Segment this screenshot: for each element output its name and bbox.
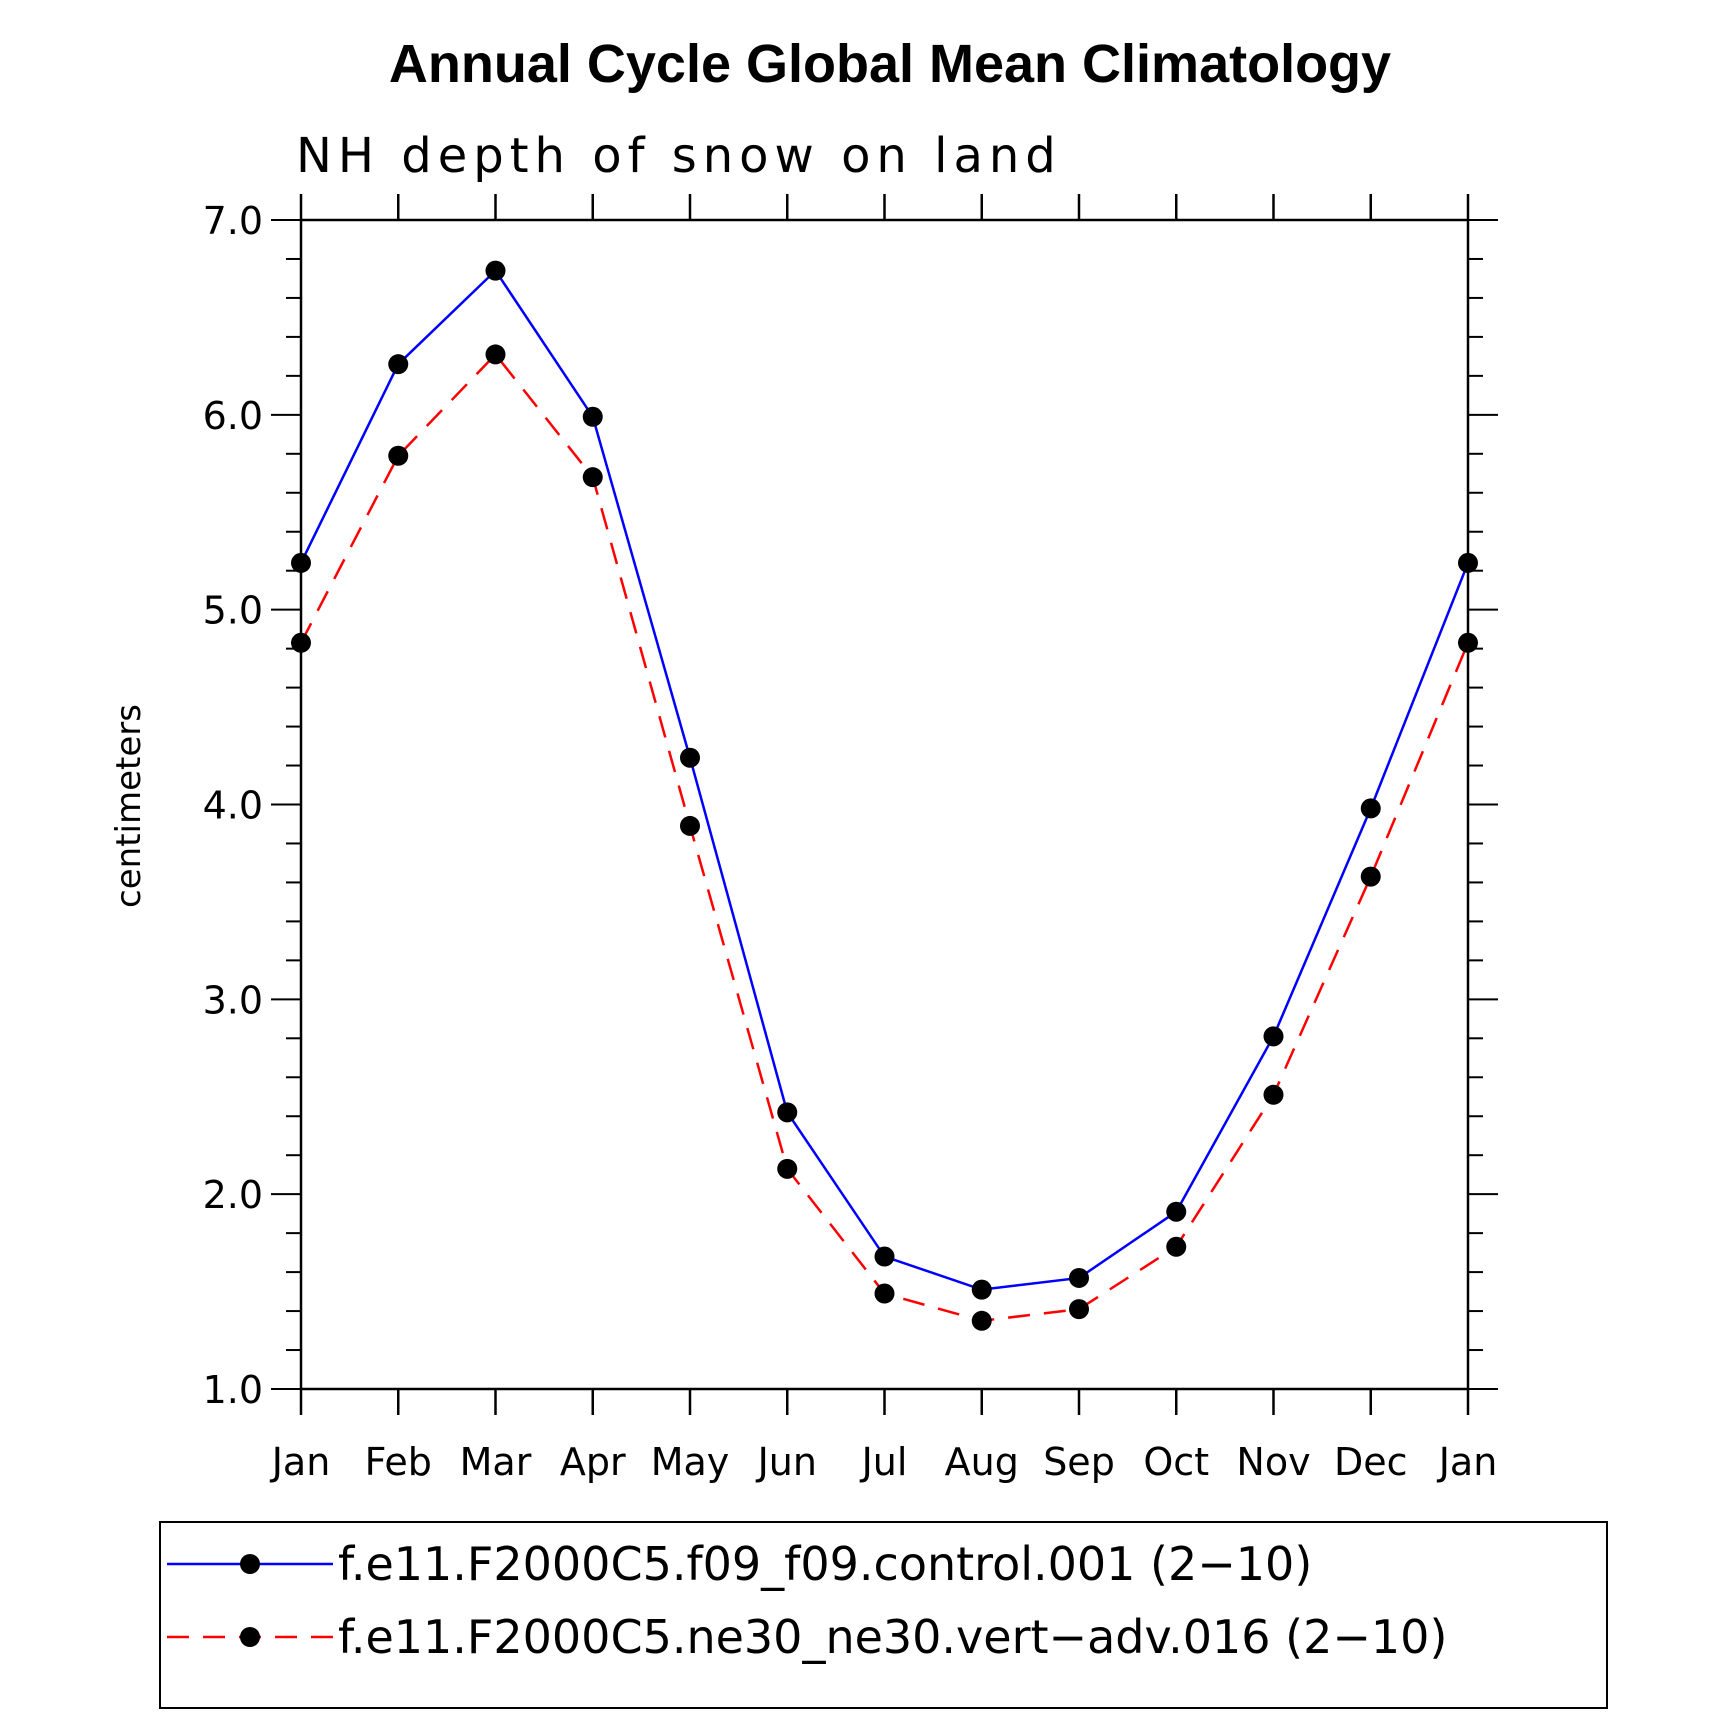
x-tick-label: Jan [1437,1440,1498,1484]
series-0-point [1069,1267,1089,1288]
series-0-point [485,260,506,281]
y-tick-label: 1.0 [203,1368,263,1412]
series-1-point [582,467,603,488]
x-tick-label: Feb [365,1440,432,1484]
y-tick-label: 2.0 [203,1173,263,1217]
series-0-point [971,1279,992,1300]
legend-marker-control [240,1554,260,1574]
legend-label-vert-adv: f.e11.F2000C5.ne30_ne30.vert−adv.016 (2−… [338,1610,1447,1664]
series-1-point [1360,866,1381,887]
x-tick-label: Jan [270,1440,331,1484]
plot-frame [299,218,1470,1391]
x-tick-label: Mar [460,1440,532,1484]
series-1-point [680,815,700,836]
series-0-point [680,747,700,768]
x-tick-label: Jun [756,1440,817,1484]
series-1-point [874,1283,895,1304]
y-axis-label: centimeters [109,704,149,908]
y-tick-labels: 1.0 2.0 3.0 4.0 5.0 6.0 7.0 [203,199,263,1412]
x-tick-label: Sep [1043,1440,1115,1484]
series-0-point [1166,1201,1187,1222]
y-tick-label: 3.0 [203,978,263,1022]
series-line-1 [299,352,1470,1323]
x-tick-label: May [651,1440,730,1484]
series-line-0 [299,268,1470,1291]
chart-title: Annual Cycle Global Mean Climatology [389,34,1391,94]
series-0-point [582,406,603,427]
x-tick-labels: Jan Feb Mar Apr May Jun Jul Aug Sep Oct Nov Dec Jan [270,1440,1498,1484]
series-1-point [485,344,506,365]
legend-marker-vert-adv [240,1627,260,1647]
y-tick-label: 5.0 [203,589,263,633]
series-1-point [777,1158,798,1179]
x-tick-label: Nov [1236,1440,1310,1484]
legend-box [159,1521,1608,1709]
series-1-point [1263,1084,1284,1105]
series-0-point [1263,1026,1284,1047]
x-tick-label: Apr [560,1440,626,1484]
x-tick-label: Dec [1334,1440,1408,1484]
series-0-point [388,354,409,375]
x-tick-label: Jul [860,1440,908,1484]
x-tick-label: Oct [1143,1440,1209,1484]
series-1-point [1069,1299,1089,1320]
series-0-point [874,1246,895,1267]
y-tick-label: 4.0 [203,784,263,828]
series-1-point [388,445,409,466]
series-0-point [777,1102,798,1123]
series-1-point [1166,1236,1187,1257]
series-0-point [1360,798,1381,819]
axis-ticks [271,194,1498,1415]
y-tick-label: 6.0 [203,394,263,438]
legend-label-control: f.e11.F2000C5.f09_f09.control.001 (2−10) [338,1537,1312,1591]
x-tick-label: Aug [945,1440,1019,1484]
data-series [291,260,1478,1331]
chart-subtitle: NH depth of snow on land [296,128,1062,184]
series-1-point [971,1310,992,1331]
legend: f.e11.F2000C5.f09_f09.control.001 (2−10)… [159,1521,1608,1709]
y-tick-label: 7.0 [203,199,263,243]
